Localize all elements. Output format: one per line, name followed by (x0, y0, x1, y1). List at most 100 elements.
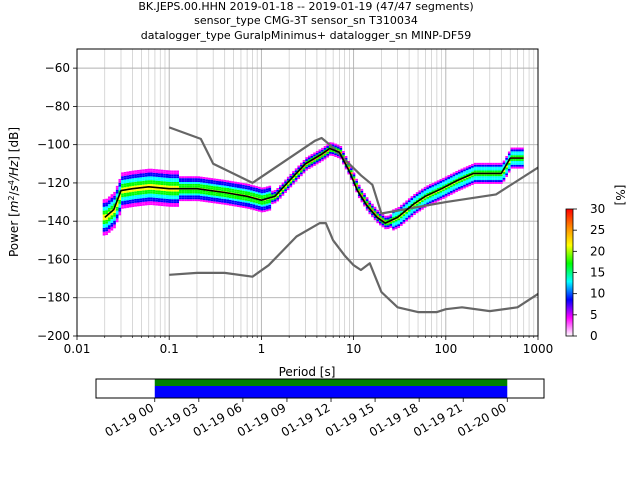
heatmap-cell (415, 199, 419, 202)
heatmap-cell (442, 183, 445, 186)
heatmap-cell (163, 189, 166, 191)
heatmap-cell (176, 204, 180, 207)
heatmap-cell (163, 192, 166, 195)
heatmap-cell (136, 171, 140, 174)
heatmap-cell (231, 186, 235, 189)
heatmap-cell (431, 186, 435, 189)
heatmap-cell (428, 187, 432, 190)
heatmap-cell (150, 187, 153, 190)
heatmap-cell (476, 170, 479, 173)
heatmap-cell (181, 191, 185, 194)
heatmap-cell (284, 181, 287, 184)
heatmap-cell (126, 173, 130, 176)
heatmap-cell (428, 201, 432, 204)
heatmap-cell (197, 195, 201, 198)
heatmap-cell (489, 164, 493, 167)
heatmap-cell (118, 180, 122, 183)
heatmap-cell (497, 166, 501, 169)
heatmap-cell (152, 180, 156, 183)
heatmap-cell (307, 163, 311, 166)
heatmap-cell (236, 182, 240, 185)
heatmap-cell (476, 162, 479, 165)
timeline-frame (95, 378, 545, 399)
heatmap-cell (260, 202, 264, 205)
heatmap-cell (121, 197, 124, 200)
heatmap-cell (415, 211, 419, 214)
heatmap-cell (213, 195, 216, 198)
heatmap-cell (355, 184, 358, 187)
heatmap-cell (123, 191, 127, 193)
heatmap-cell (131, 195, 135, 198)
heatmap-cell (394, 227, 398, 230)
heatmap-cell (115, 203, 119, 205)
heatmap-cell (500, 174, 503, 177)
heatmap-cell (242, 204, 245, 207)
heatmap-cell (150, 189, 153, 192)
heatmap-cell (115, 216, 119, 219)
heatmap-cell (105, 217, 108, 220)
heatmap-cell (455, 174, 458, 177)
heatmap-cell (126, 179, 130, 182)
heatmap-cell (376, 209, 379, 212)
heatmap-cell (229, 199, 232, 202)
heatmap-cell (152, 201, 156, 204)
heatmap-cell (450, 179, 453, 182)
heatmap-cell (471, 165, 474, 168)
heatmap-cell (423, 188, 427, 191)
heatmap-cell (200, 184, 203, 187)
heatmap-cell (478, 168, 482, 171)
heatmap-cell (400, 216, 403, 219)
heatmap-cell (123, 175, 127, 178)
heatmap-cell (223, 179, 227, 182)
heatmap-cell (134, 174, 137, 177)
heatmap-cell (307, 167, 311, 169)
heatmap-cell (473, 180, 477, 182)
heatmap-cell (131, 205, 135, 207)
heatmap-cell (110, 219, 114, 221)
heatmap-cell (521, 151, 524, 154)
heatmap-cell (242, 206, 245, 208)
heatmap-cell (110, 207, 114, 210)
heatmap-cell (129, 201, 132, 204)
heatmap-cell (234, 198, 237, 201)
heatmap-cell (431, 184, 435, 187)
heatmap-cell (136, 175, 140, 178)
heatmap-cell (236, 195, 240, 198)
heatmap-cell (186, 181, 190, 184)
low-noise-model-line (169, 222, 539, 314)
heatmap-cell (486, 170, 490, 173)
heatmap-cell (405, 200, 408, 203)
heatmap-cell (160, 202, 164, 205)
heatmap-cell (131, 184, 135, 186)
heatmap-cell (168, 172, 172, 175)
heatmap-cell (447, 190, 451, 193)
heatmap-cell (492, 181, 495, 184)
heatmap-cell (407, 217, 411, 220)
heatmap-cell (234, 202, 237, 205)
heatmap-cell (465, 177, 469, 180)
heatmap-cell (292, 180, 295, 183)
heatmap-cell (244, 187, 248, 190)
heatmap-cell (171, 183, 174, 186)
heatmap-cell (194, 193, 198, 196)
heatmap-cell (263, 187, 266, 190)
heatmap-cell (481, 164, 485, 167)
heatmap-cell (363, 193, 366, 195)
heatmap-cell (121, 180, 124, 182)
heatmap-cell (181, 199, 185, 202)
heatmap-cell (160, 173, 164, 176)
heatmap-cell (189, 191, 193, 194)
heatmap-cell (236, 201, 240, 204)
heatmap-cell (234, 181, 237, 184)
heatmap-cell (165, 200, 169, 203)
heatmap-cell (294, 177, 298, 180)
x-tick-label: 1000 (523, 342, 554, 356)
heatmap-cell (255, 191, 258, 194)
heatmap-cell (457, 185, 461, 187)
heatmap-cell (402, 221, 406, 224)
heatmap-cell (102, 218, 106, 221)
heatmap-cell (373, 206, 377, 209)
heatmap-cell (147, 189, 151, 192)
heatmap-cell (168, 191, 172, 194)
